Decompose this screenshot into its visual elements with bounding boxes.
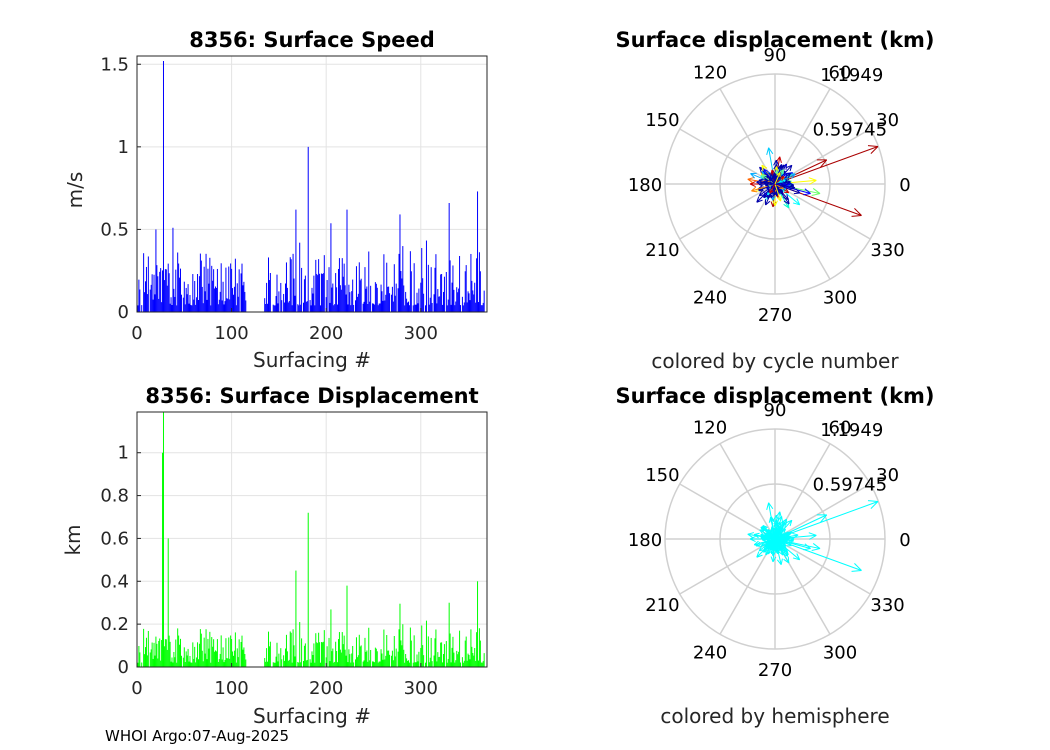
polar-hemisphere-vectors — [747, 500, 879, 572]
x-tick-label: 100 — [214, 323, 248, 344]
polar-angle-label: 60 — [829, 417, 852, 438]
displacement-chart-title: 8356: Surface Displacement — [145, 384, 478, 408]
displacement-arrow — [758, 538, 776, 552]
polar-angle-label: 90 — [764, 45, 787, 66]
polar-radius-label: 1.1949 — [820, 420, 883, 441]
speed-x-label: Surfacing # — [253, 348, 371, 372]
polar-angle-label: 210 — [645, 595, 679, 616]
x-tick-label: 300 — [404, 323, 438, 344]
displacement-x-label: Surfacing # — [253, 704, 371, 728]
polar-angle-label: 270 — [758, 305, 792, 326]
polar-cycle-vectors — [747, 145, 879, 217]
displacement-arrow — [769, 516, 776, 540]
displacement-arrow — [774, 183, 782, 202]
footer-credit: WHOI Argo:07-Aug-2025 — [105, 727, 289, 745]
polar-radius-label: 0.59745 — [813, 120, 887, 141]
displacement-arrow — [764, 536, 776, 542]
speed-axes-box — [136, 55, 488, 313]
polar-hemisphere-title: Surface displacement (km) — [615, 384, 934, 408]
displacement-arrow — [774, 536, 795, 542]
polar-angle-label: 120 — [693, 417, 727, 438]
y-tick-label: 1 — [118, 137, 129, 158]
polar-chart-by-hemisphere: Surface displacement (km) 0 30 60 90 120 150 1… — [615, 384, 934, 728]
displacement-arrow — [772, 172, 777, 185]
polar-angle-label: 330 — [870, 595, 904, 616]
displacement-arrow — [774, 183, 801, 195]
y-tick-label: 1 — [118, 443, 129, 464]
y-tick-label: 0.2 — [100, 614, 129, 635]
displacement-arrow — [774, 183, 785, 188]
polar-angle-label: 30 — [876, 110, 899, 131]
x-tick-label: 200 — [309, 678, 343, 699]
y-tick-label: 0 — [118, 657, 129, 678]
speed-bars — [137, 60, 485, 312]
x-tick-label: 100 — [214, 678, 248, 699]
polar-angle-label: 120 — [693, 62, 727, 83]
displacement-y-label: km — [61, 524, 85, 555]
displacement-bars — [137, 412, 485, 667]
y-tick-label: 0.5 — [100, 219, 129, 240]
displacement-arrow — [766, 538, 776, 544]
polar-cycle-caption: colored by cycle number — [651, 349, 899, 373]
speed-bar-chart: 8356: Surface Speed 0 100 200 300 0 0.5 1 1.5 S… — [63, 28, 488, 372]
displacement-arrow — [773, 522, 779, 540]
polar-angle-label: 270 — [758, 660, 792, 681]
x-tick-label: 300 — [404, 678, 438, 699]
y-tick-label: 0.4 — [100, 571, 129, 592]
displacement-bar-chart: 8356: Surface Displacement 0 100 200 300 0 0.… — [61, 384, 488, 728]
polar-angle-label: 300 — [823, 288, 857, 309]
y-tick-label: 0.8 — [100, 486, 129, 507]
y-tick-label: 1.5 — [100, 54, 129, 75]
displacement-arrow — [774, 172, 781, 185]
speed-ticks: 0 100 200 300 0 0.5 1 1.5 — [100, 54, 438, 344]
displacement-arrow — [765, 533, 776, 540]
polar-chart-by-cycle: Surface displacement (km) 0 30 60 90 120 150 1… — [615, 28, 934, 373]
displacement-axes-box — [136, 411, 488, 668]
polar-angle-label: 210 — [645, 240, 679, 261]
polar-angle-label: 150 — [645, 110, 679, 131]
polar-radius-label: 1.1949 — [820, 65, 883, 86]
speed-chart-title: 8356: Surface Speed — [189, 28, 435, 52]
polar-angle-label: 0 — [899, 530, 910, 551]
x-tick-label: 0 — [131, 323, 142, 344]
polar-angle-label: 60 — [829, 62, 852, 83]
displacement-arrow — [765, 182, 776, 188]
displacement-arrow — [774, 538, 788, 544]
polar-radius-label: 0.59745 — [813, 475, 887, 496]
x-tick-label: 200 — [309, 323, 343, 344]
polar-angle-label: 180 — [628, 175, 662, 196]
x-tick-label: 0 — [131, 678, 142, 699]
polar-cycle-labels: 0 30 60 90 120 150 180 210 240 270 300 330 0.59745 1.… — [628, 45, 911, 326]
speed-y-label: m/s — [63, 172, 87, 209]
polar-hemisphere-labels: 0 30 60 90 120 150 180 210 240 270 300 330 0.59745 1.… — [628, 400, 911, 681]
y-tick-label: 0.6 — [100, 528, 129, 549]
displacement-arrow — [774, 532, 799, 540]
polar-angle-label: 330 — [870, 240, 904, 261]
polar-angle-label: 0 — [899, 175, 910, 196]
polar-hemisphere-caption: colored by hemisphere — [660, 704, 889, 728]
displacement-arrow — [774, 519, 793, 540]
displacement-arrow — [774, 530, 779, 540]
displacement-arrow — [774, 538, 783, 565]
displacement-ticks: 0 100 200 300 0 0.2 0.4 0.6 0.8 1 — [100, 443, 438, 699]
polar-angle-label: 240 — [693, 643, 727, 664]
polar-angle-label: 30 — [876, 465, 899, 486]
displacement-arrow — [769, 183, 776, 194]
polar-angle-label: 90 — [764, 400, 787, 421]
displacement-arrow — [774, 538, 789, 557]
displacement-arrow — [774, 179, 791, 185]
polar-cycle-title: Surface displacement (km) — [615, 28, 934, 52]
polar-angle-label: 180 — [628, 530, 662, 551]
y-tick-label: 0 — [118, 302, 129, 323]
displacement-arrow — [774, 514, 828, 540]
displacement-arrow — [774, 500, 879, 540]
polar-angle-label: 240 — [693, 288, 727, 309]
displacement-arrow — [769, 176, 776, 185]
polar-angle-label: 150 — [645, 465, 679, 486]
polar-angle-label: 300 — [823, 643, 857, 664]
displacement-arrow — [770, 538, 777, 557]
